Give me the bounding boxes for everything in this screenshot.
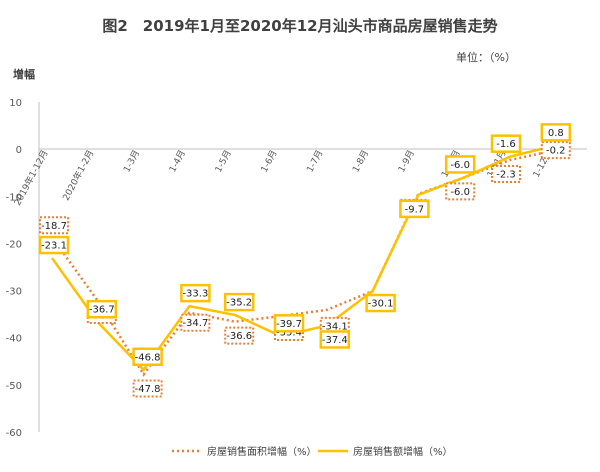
sales-data-label: -33.3	[180, 283, 211, 303]
sales-data-label: -23.1	[38, 235, 70, 255]
area-data-label: -2.3	[491, 164, 521, 183]
y-ticks: 10 0 -10 -20 -30 -40 -50 -60	[6, 98, 22, 439]
legend-label: 房屋销售面积增幅（%）	[207, 445, 317, 458]
data-label-text: -2.3	[496, 169, 516, 180]
area-data-label: -36.6	[224, 326, 255, 345]
data-label-text: -6.0	[450, 187, 470, 198]
data-label-box	[365, 293, 396, 313]
y-tick-label: -40	[6, 334, 22, 345]
sales-data-label: -39.7	[273, 314, 305, 333]
data-label-text: 0.8	[548, 128, 564, 139]
data-label-text: -33.3	[182, 289, 208, 300]
data-label-box	[224, 326, 255, 345]
unit-label: 单位：（%）	[456, 50, 516, 64]
x-category-label: 1-9月	[396, 148, 417, 174]
data-label-text: -30.1	[368, 299, 394, 310]
data-label-box	[540, 123, 572, 142]
y-tick-label: -20	[6, 239, 22, 250]
series-line-area	[50, 148, 557, 377]
x-category-label: 1-4月	[167, 148, 188, 174]
area-data-label: -34.7	[180, 313, 211, 332]
data-label-text: -18.7	[41, 221, 67, 232]
data-label-text: -36.7	[89, 305, 115, 316]
data-label-text: -36.6	[226, 331, 252, 342]
sales-data-label: -1.6	[490, 134, 522, 153]
data-label-text: -23.1	[41, 241, 67, 252]
sales-data-label: -30.1	[365, 293, 396, 313]
data-labels: -18.7-32.2-47.8-34.7-36.6-35.4-34.1-30.1…	[38, 123, 572, 398]
x-category-label: 2020年1-2月	[60, 148, 97, 203]
data-label-box	[38, 235, 70, 255]
area-data-label: -34.1	[319, 316, 350, 335]
sales-data-label: -9.7	[399, 199, 430, 219]
y-tick-label: 0	[16, 145, 22, 156]
data-label-box	[491, 164, 521, 183]
area-data-label: -47.8	[132, 379, 163, 398]
area-data-label: -6.0	[445, 182, 476, 201]
legend-item-sales: 房屋销售额增幅（%）	[318, 445, 453, 458]
data-label-box	[445, 182, 476, 201]
sales-data-label: 0.8	[540, 123, 572, 142]
data-label-text: -46.8	[135, 352, 161, 363]
data-label-text: -47.8	[135, 384, 161, 395]
data-label-box	[490, 134, 522, 153]
chart-title: 图2 2019年1月至2020年12月汕头市商品房屋销售走势	[102, 17, 497, 35]
data-label-box	[399, 199, 430, 219]
data-label-box	[540, 141, 571, 160]
sales-data-label: -46.8	[132, 347, 163, 367]
data-label-text: -35.4	[276, 328, 302, 339]
data-label-text: -35.2	[226, 298, 252, 309]
y-tick-label: -30	[6, 287, 22, 298]
sales-data-label: -36.7	[86, 299, 118, 319]
data-label-box	[180, 313, 211, 332]
y-tick-label: -60	[6, 428, 22, 439]
sales-data-label: -35.2	[223, 292, 255, 312]
legend-item-area: 房屋销售面积增幅（%）	[172, 445, 317, 458]
y-axis-label: 增幅	[13, 67, 35, 81]
data-label-box	[223, 292, 255, 312]
data-label-text: -34.1	[322, 321, 348, 332]
data-label-box	[273, 314, 305, 333]
data-label-box	[132, 379, 163, 398]
data-label-box	[39, 216, 69, 235]
x-category-label: 1-8月	[350, 148, 371, 174]
data-label-box	[319, 330, 351, 349]
data-label-box	[444, 155, 476, 174]
y-tick-label: -50	[6, 381, 22, 392]
data-label-box	[86, 299, 118, 319]
data-label-text: -37.4	[322, 335, 348, 346]
y-tick-label: -10	[6, 192, 22, 203]
x-category-label: 1-6月	[259, 148, 280, 174]
series-lines	[50, 144, 557, 377]
legend-label: 房屋销售额增幅（%）	[353, 445, 453, 458]
x-category-label: 1-7月	[305, 148, 326, 174]
data-label-text: -0.2	[546, 146, 566, 157]
data-label-text: -6.0	[450, 160, 470, 171]
area-data-label: -18.7	[39, 216, 69, 235]
x-category-label: 2019年1-12月	[11, 148, 50, 208]
legend: 房屋销售面积增幅（%） 房屋销售额增幅（%）	[172, 445, 453, 458]
data-label-text: -1.6	[496, 139, 516, 150]
sales-data-label: -37.4	[319, 330, 351, 349]
data-label-box	[180, 283, 211, 303]
data-label-text: -34.7	[182, 318, 208, 329]
sales-data-label: -6.0	[444, 155, 476, 174]
data-label-text: -9.7	[405, 204, 425, 215]
area-data-label: -0.2	[540, 141, 571, 160]
x-category-label: 1-3月	[121, 148, 142, 174]
data-label-text: -39.7	[276, 319, 302, 330]
x-category-label: 1-5月	[213, 148, 234, 174]
data-label-box	[132, 347, 163, 367]
y-tick-label: 10	[9, 98, 22, 109]
